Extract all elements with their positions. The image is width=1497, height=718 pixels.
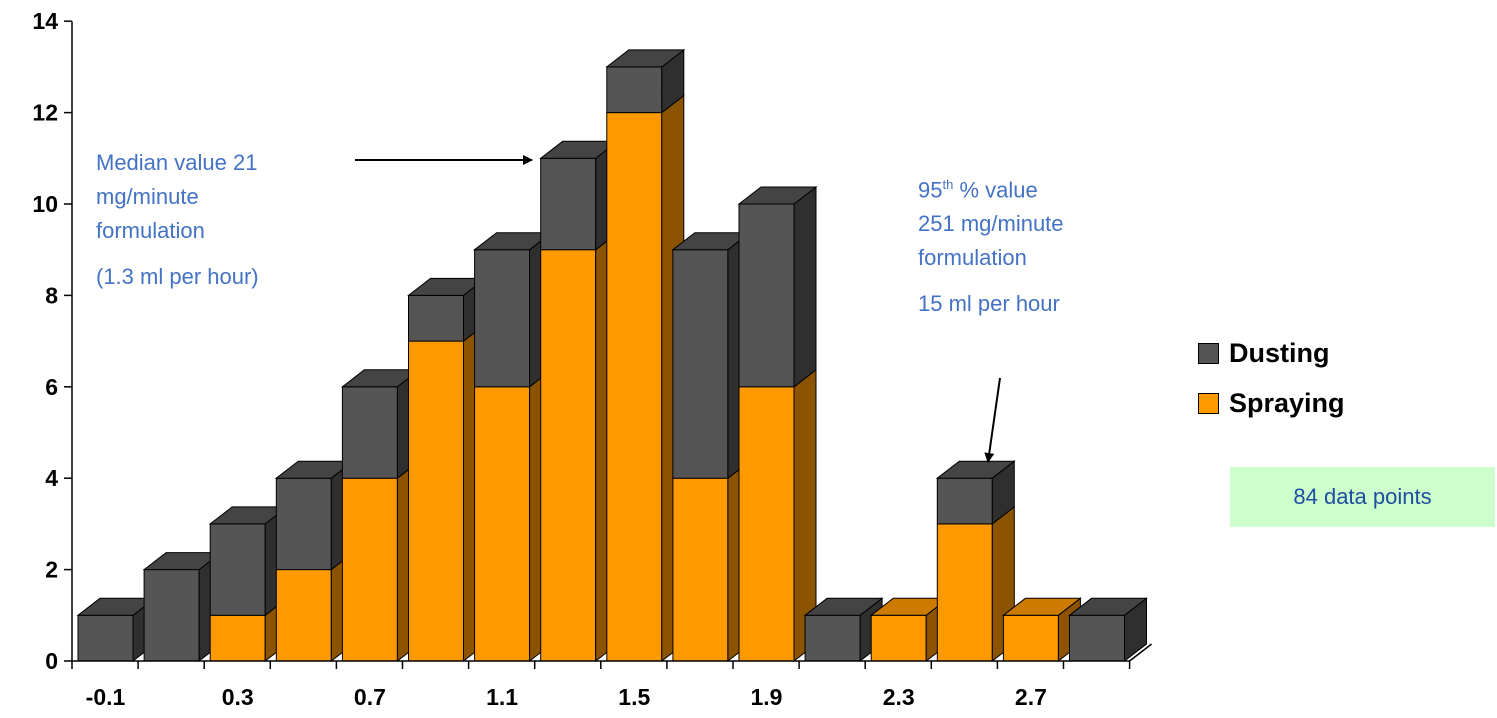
bar-front — [408, 340, 464, 662]
median-annotation-line3: formulation — [96, 218, 205, 243]
bar-segment-spraying — [474, 368, 553, 663]
p95-number: 95 — [918, 177, 943, 203]
bar-front — [143, 569, 200, 662]
y-tick-label: 0 — [45, 648, 58, 674]
p95-annotation-line2: 251 mg/minute — [918, 211, 1064, 237]
bar-front — [672, 477, 729, 662]
median-annotation-line2: mg/minute — [96, 184, 199, 209]
p95-superscript: th — [942, 177, 954, 192]
bar-top — [1001, 597, 1082, 616]
bars-group — [76, 48, 1148, 663]
median-annotation-line1: Median value 21 — [96, 150, 258, 175]
bar-top — [1068, 597, 1148, 616]
y-tick-label: 12 — [32, 100, 58, 126]
x-tick-label: 1.5 — [618, 684, 650, 710]
p95-annotation-line4: 15 ml per hour — [918, 291, 1060, 317]
bar-segment-spraying — [936, 505, 1015, 663]
bar-segment-spraying — [408, 323, 486, 663]
bar-segment-dusting — [474, 231, 553, 388]
bar-front — [275, 477, 332, 571]
bar-front — [738, 203, 795, 388]
legend: Dusting Spraying — [1198, 328, 1345, 428]
bar-front — [474, 386, 531, 662]
bar-front — [209, 523, 266, 616]
bar-segment-dusting — [738, 185, 817, 388]
y-tick-label: 2 — [45, 557, 58, 583]
bar-front — [738, 386, 795, 662]
bar-front — [275, 569, 332, 662]
bar-front — [606, 112, 663, 662]
p95-annotation-line3: formulation — [918, 245, 1027, 271]
bar-front — [209, 614, 266, 662]
p95-arrow — [984, 377, 1001, 463]
legend-swatch-spraying — [1198, 392, 1219, 414]
bar-front — [606, 66, 663, 114]
bar-front — [540, 157, 597, 251]
x-tick-label: 0.7 — [354, 684, 386, 710]
bar-front — [1069, 614, 1125, 662]
legend-item-spraying: Spraying — [1198, 378, 1345, 428]
bar-segment-spraying — [606, 94, 685, 663]
legend-label-spraying: Spraying — [1229, 387, 1345, 418]
bar-segment-spraying — [540, 231, 619, 663]
bar-segment-spraying — [341, 460, 420, 663]
bar-front — [408, 294, 464, 342]
bar-front — [1002, 614, 1059, 662]
bar-top — [935, 460, 1016, 479]
bar-front — [870, 614, 927, 662]
bar-segment-dusting — [672, 231, 751, 480]
y-tick-label: 6 — [45, 374, 58, 400]
bar-front — [540, 249, 597, 662]
bar-front — [672, 249, 729, 479]
median-annotation: Median value 21 mg/minute formulation (1… — [96, 146, 259, 294]
bar-side — [793, 185, 817, 388]
x-tick-label: 2.3 — [883, 684, 915, 710]
x-tick-label: -0.1 — [86, 684, 126, 710]
legend-label-dusting: Dusting — [1229, 337, 1330, 368]
bar-front — [804, 614, 861, 662]
legend-swatch-dusting — [1198, 342, 1219, 364]
bar-front — [474, 249, 531, 388]
y-tick-label: 10 — [32, 191, 58, 217]
p95-rest: % value — [953, 177, 1038, 203]
bar-front — [936, 477, 993, 525]
bar-top — [737, 186, 818, 205]
x-tick-label: 1.1 — [486, 684, 518, 710]
bar-front — [936, 523, 993, 662]
y-tick-label: 8 — [45, 282, 58, 308]
x-tick-label: 1.9 — [751, 684, 783, 710]
bar-segment-spraying — [738, 368, 817, 663]
bar-top — [803, 597, 884, 616]
legend-item-dusting: Dusting — [1198, 328, 1345, 378]
x-tick-label: 2.7 — [1015, 684, 1047, 710]
axes-group: 0 2 4 6 8 10 12 14 -0.1 0.3 0.7 1.1 1.5 1.9 2.3 2.7 — [32, 8, 1153, 710]
median-annotation-line4: (1.3 ml per hour) — [96, 264, 259, 289]
bar-front — [77, 614, 134, 662]
bar-front — [341, 477, 398, 662]
bar-segment-dusting — [1069, 597, 1147, 663]
y-tick-label: 4 — [45, 465, 58, 491]
p95-annotation-line1: 95th % value — [918, 168, 1064, 207]
bar-top — [605, 49, 686, 68]
bar-front — [341, 386, 398, 479]
x-axis-depth-line — [1129, 643, 1153, 662]
y-tick-label: 14 — [32, 8, 58, 34]
data-points-text: 84 data points — [1293, 484, 1432, 509]
bar-segment-spraying — [672, 460, 751, 663]
data-points-note: 84 data points — [1230, 467, 1495, 527]
x-tick-label: 0.3 — [222, 684, 254, 710]
p95-annotation: 95th % value 251 mg/minute formulation 1… — [918, 168, 1064, 321]
